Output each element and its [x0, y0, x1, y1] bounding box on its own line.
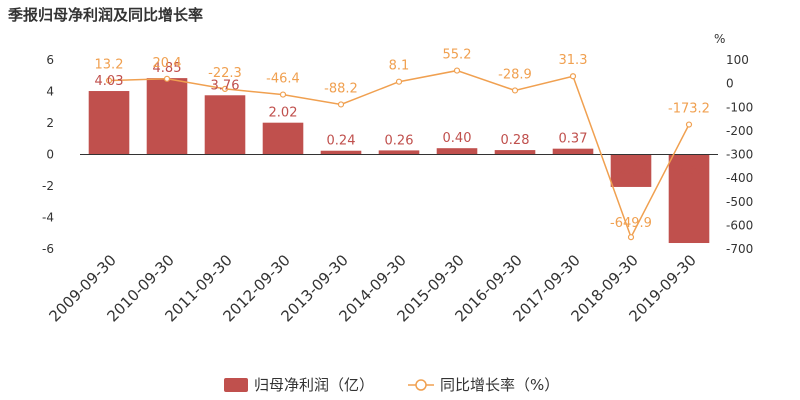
line-value-label: 13.2 [95, 58, 124, 73]
bar [262, 122, 304, 155]
bar-value-label: 3.76 [211, 78, 240, 93]
line-point [453, 67, 461, 74]
line-point [627, 234, 635, 241]
legend-bar-label: 归母净利润（亿） [254, 376, 374, 394]
left-axis-ticks: 6 4 2 0 -2 -4 -6 [42, 53, 54, 256]
right-tick-label: -200 [726, 124, 753, 138]
right-tick-label: -300 [726, 148, 753, 162]
bar [610, 154, 652, 187]
bar [320, 150, 362, 155]
right-axis-ticks: 100 0 -100 -200 -300 -400 -500 -600 -700 [726, 53, 753, 256]
line-value-label: -173.2 [668, 102, 710, 117]
bar [436, 148, 478, 155]
line-value-label: 31.3 [559, 53, 588, 68]
line-point [685, 121, 693, 128]
line-series [105, 67, 693, 241]
bar [88, 91, 130, 155]
bar-value-label: 2.02 [269, 106, 298, 121]
bar-value-label: 0.24 [327, 134, 356, 149]
right-tick-label: -600 [726, 218, 753, 232]
line-point [105, 77, 113, 84]
bar-value-label: 0.37 [559, 132, 588, 147]
right-tick-label: -400 [726, 171, 753, 185]
legend-bar-swatch [224, 378, 248, 392]
line-value-labels: 13.2 20.4 -22.3 -46.4 -88.2 8.1 55.2 -28.9 31.3 -… [95, 48, 710, 232]
left-tick-label: 4 [46, 85, 54, 99]
left-tick-label: 2 [46, 116, 54, 130]
line-value-label: -28.9 [498, 67, 532, 82]
line-value-label: 8.1 [389, 59, 410, 74]
right-tick-label: -700 [726, 242, 753, 256]
right-tick-label: -500 [726, 195, 753, 209]
line-point [337, 101, 345, 108]
line-point [569, 73, 577, 80]
bar [204, 95, 246, 155]
bar-value-label: 4.85 [153, 61, 182, 76]
line-point [395, 78, 403, 85]
chart-title: 季报归母净利润及同比增长率 [8, 6, 204, 24]
bar-value-label: 0.26 [385, 133, 414, 148]
legend: 归母净利润（亿） 同比增长率（%） [224, 376, 559, 394]
bar-value-label: 0.40 [443, 131, 472, 146]
bar-value-label: 0.28 [501, 133, 530, 148]
line-value-label: 55.2 [443, 48, 472, 63]
bar-series [88, 78, 710, 244]
line-value-label: -46.4 [266, 72, 300, 87]
line-value-label: -649.9 [610, 216, 652, 231]
bar [552, 148, 594, 155]
bar-value-label: 4.03 [95, 74, 124, 89]
line-value-label: -22.3 [208, 66, 242, 81]
line-point [221, 85, 229, 92]
left-tick-label: -6 [42, 242, 54, 256]
right-axis-unit: % [714, 32, 725, 46]
line-point [279, 91, 287, 98]
right-tick-label: 0 [726, 77, 734, 91]
bar [494, 150, 536, 155]
line-value-label: -88.2 [324, 81, 358, 96]
line-point [163, 75, 171, 82]
legend-line-marker [415, 379, 427, 391]
legend-line-label: 同比增长率（%） [440, 376, 559, 394]
left-tick-label: 0 [46, 148, 54, 162]
x-axis-ticks: 2009-09-302010-09-302011-09-302012-09-30… [45, 251, 699, 325]
left-tick-label: -4 [42, 211, 54, 225]
bar [146, 78, 188, 155]
left-tick-label: -2 [42, 179, 54, 193]
right-tick-label: 100 [726, 53, 749, 67]
line-point [511, 87, 519, 94]
bar-value-label: -2.06 [614, 164, 648, 179]
bar-value-labels: 4.03 4.85 3.76 2.02 0.24 0.26 0.40 0.28 0.37 -2.0… [95, 61, 706, 178]
bar [378, 150, 420, 155]
bar [668, 154, 710, 244]
left-tick-label: 6 [46, 53, 54, 67]
bar-value-label: -5.62 [672, 164, 706, 179]
line-value-label: 20.4 [153, 56, 182, 71]
right-tick-label: -100 [726, 100, 753, 114]
